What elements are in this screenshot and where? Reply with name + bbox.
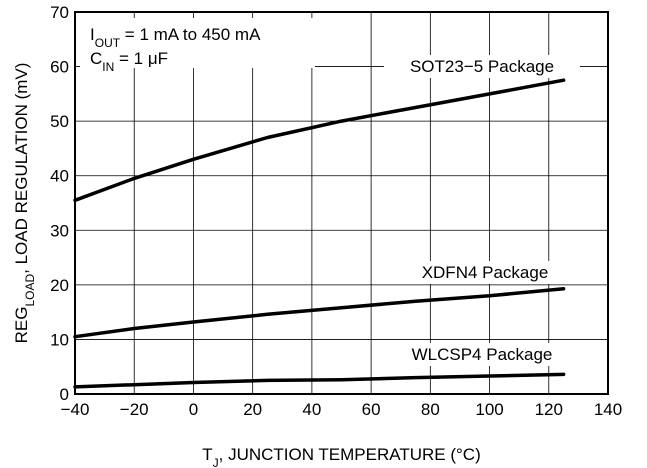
series-labels: SOT23−5 Package XDFN4 Package WLCSP4 Packa… <box>410 57 554 364</box>
annotation-sub: OUT <box>95 36 121 50</box>
x-tick-label: 100 <box>475 400 503 419</box>
y-tick-labels: 0 10 20 30 40 50 60 70 <box>50 3 69 404</box>
y-tick-label: 30 <box>50 221 69 240</box>
series-line <box>73 286 566 339</box>
x-tick-label: 40 <box>302 400 321 419</box>
y-tick-label: 20 <box>50 276 69 295</box>
x-tick-label: 120 <box>535 400 563 419</box>
x-tick-label: 20 <box>243 400 262 419</box>
x-tick-labels: −40 −20 0 20 40 60 80 100 120 140 <box>61 400 623 419</box>
x-tick-label: 140 <box>594 400 622 419</box>
series-line <box>73 78 566 203</box>
y-axis-label-sub: LOAD <box>23 274 37 307</box>
y-tick-label: 50 <box>50 112 69 131</box>
y-axis-label-rest: , LOAD REGULATION (mV) <box>12 63 31 274</box>
series-label-background <box>404 261 566 284</box>
y-tick-label: 70 <box>50 3 69 22</box>
series-label-background <box>384 55 580 78</box>
plot-frame <box>74 11 609 395</box>
x-axis-label-sub: J <box>213 456 219 468</box>
series-label-background <box>398 343 566 366</box>
y-tick-label: 10 <box>50 330 69 349</box>
y-tick-label: 0 <box>60 385 69 404</box>
annotation-text: IOUT = 1 mA to 450 mA <box>90 25 261 50</box>
x-axis-label-rest: , JUNCTION TEMPERATURE (°C) <box>219 445 481 464</box>
series-label-backgrounds <box>384 55 580 366</box>
annotation-background <box>80 18 315 68</box>
x-axis-label-main: T <box>202 445 212 464</box>
x-axis-label: TJ, JUNCTION TEMPERATURE (°C) <box>202 445 481 468</box>
series-lines <box>73 78 566 389</box>
y-axis-label: REGLOAD, LOAD REGULATION (mV) <box>12 63 37 344</box>
x-tick-label: 0 <box>189 400 198 419</box>
annotation-rest: = 1 μF <box>114 49 168 68</box>
annotation-text: CIN = 1 μF <box>90 49 168 74</box>
x-tick-label: 60 <box>362 400 381 419</box>
x-tick-label: −40 <box>61 400 90 419</box>
x-tick-label: −20 <box>120 400 149 419</box>
series-label: XDFN4 Package <box>422 263 549 282</box>
annotation-sub: IN <box>102 60 114 74</box>
y-axis-label-main: REG <box>12 307 31 344</box>
annotation-main: I <box>90 25 95 44</box>
annotation-main: C <box>90 49 102 68</box>
series-label: SOT23−5 Package <box>410 57 554 76</box>
x-tick-label: 80 <box>421 400 440 419</box>
series-label: WLCSP4 Package <box>412 345 553 364</box>
y-tick-label: 40 <box>50 167 69 186</box>
annotation-rest: = 1 mA to 450 mA <box>120 25 261 44</box>
y-tick-label: 60 <box>50 58 69 77</box>
series-line <box>73 372 566 389</box>
